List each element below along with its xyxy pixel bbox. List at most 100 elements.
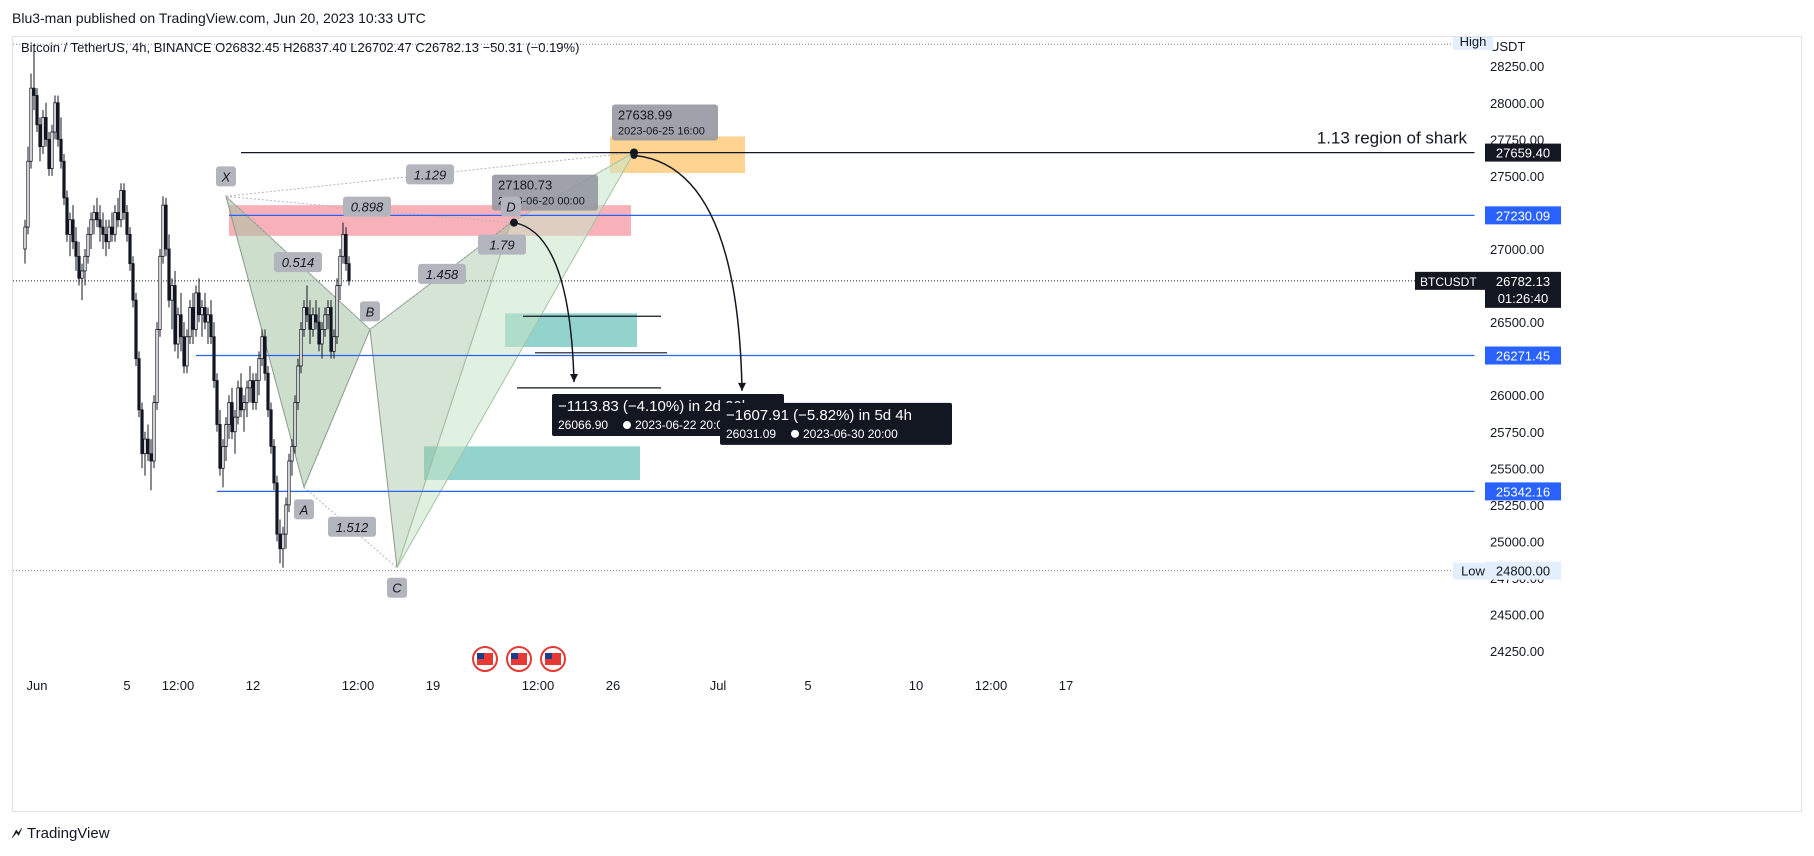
projection-arrow (513, 221, 575, 383)
candle (347, 256, 351, 286)
price-axis-label-bg (1485, 482, 1561, 501)
candle-body (206, 314, 210, 323)
candle-body (86, 233, 90, 257)
candle-body (203, 307, 207, 323)
candle (113, 205, 117, 242)
price-axis-label: 25342.16 (1485, 482, 1561, 501)
candle (119, 183, 123, 228)
x-tick-label: 19 (426, 678, 440, 693)
candle-body (191, 307, 195, 330)
candle-body (116, 212, 120, 221)
candle-body (260, 336, 264, 360)
candle (245, 380, 249, 418)
harmonic-pattern-layer (225, 151, 636, 569)
candle (134, 292, 138, 366)
ratio-label: 0.898 (343, 196, 391, 217)
candle-body (119, 190, 123, 221)
x-tick-label: 12:00 (522, 678, 555, 693)
candle (26, 146, 30, 235)
symbol-legend: Bitcoin / TetherUS, 4h, BINANCE O26832.4… (21, 40, 579, 55)
y-tick-label: 26500.00 (1490, 315, 1544, 330)
candle-body (338, 255, 342, 286)
candle (302, 300, 306, 337)
x-tick-label: 12 (246, 678, 260, 693)
candle (260, 329, 264, 366)
candle-body (233, 416, 237, 433)
candle (176, 307, 180, 359)
candle (323, 307, 327, 337)
candle (251, 373, 255, 410)
chart-frame[interactable]: −1113.83 (−4.10%) in 2d 20h 26066.90 2023-… (12, 36, 1802, 812)
ratio-label: 1.458 (418, 263, 466, 284)
footer-brand: TradingView (27, 825, 110, 842)
candle (122, 183, 126, 220)
candle-body (83, 255, 87, 272)
candle (68, 212, 72, 257)
candle (224, 417, 228, 461)
candle (185, 329, 189, 374)
tradingview-logo[interactable]: 🗲 TradingView (12, 825, 110, 842)
candle (80, 263, 84, 301)
y-tick-label: 25500.00 (1490, 461, 1544, 476)
price-chart[interactable]: −1113.83 (−4.10%) in 2d 20h 26066.90 2023-… (13, 37, 1801, 811)
callout-dot (630, 148, 638, 157)
x-tick-label: 26 (606, 678, 620, 693)
candle (158, 249, 162, 337)
candle-body (269, 409, 273, 447)
candle-body (131, 263, 135, 301)
candle (137, 351, 141, 418)
candle (107, 219, 111, 249)
candle (332, 329, 336, 359)
x-tick-label: Jun (27, 678, 48, 693)
candle-body (320, 329, 324, 345)
price-axis-label-bg (1485, 346, 1561, 365)
candle (233, 409, 237, 454)
y-tick-label: 27000.00 (1490, 242, 1544, 257)
candle-body (158, 255, 162, 330)
candle-body (122, 190, 126, 213)
point-label-bg (294, 499, 314, 520)
price-axis-label-bg (1485, 561, 1561, 580)
callout-date: 2023-06-25 16:00 (618, 126, 705, 138)
candle (41, 110, 45, 154)
candle-body (290, 445, 294, 462)
candle (23, 219, 27, 264)
candle (242, 395, 246, 432)
us-event-flag-icon[interactable] (506, 646, 532, 672)
candle-body (104, 233, 108, 243)
y-tick-label: 25000.00 (1490, 534, 1544, 549)
candle (173, 270, 177, 352)
candle-body (98, 219, 102, 228)
candle-body (32, 87, 36, 96)
candle (59, 117, 63, 169)
candle (344, 227, 348, 271)
candle (47, 132, 51, 176)
price-axis-label-text: 27230.09 (1496, 208, 1550, 223)
callout-bg (612, 104, 718, 141)
candle (128, 227, 132, 271)
candle-body (227, 402, 231, 425)
candle-body (173, 285, 177, 345)
candle (65, 190, 69, 242)
candle-body (95, 212, 99, 221)
candle-body (107, 226, 111, 243)
x-tick-label: 5 (123, 678, 130, 693)
last-price-value: 26782.13 (1496, 274, 1550, 289)
ratio-label: 0.514 (274, 252, 322, 273)
us-event-flag-icon[interactable] (540, 646, 566, 672)
hl-label-text: High (1460, 37, 1487, 49)
flag-canton (511, 653, 518, 659)
us-event-flag-icon[interactable] (472, 646, 498, 672)
projection-arrowhead (570, 374, 578, 383)
candle (170, 278, 174, 330)
candle-body (44, 117, 48, 140)
last-price-bg (1485, 271, 1561, 308)
candle (89, 212, 93, 249)
candle (179, 292, 183, 352)
candle-body (89, 219, 93, 235)
candle-body (326, 307, 330, 316)
ratio-label-bg (418, 263, 466, 284)
candle-body (329, 307, 333, 352)
candle-body (71, 219, 75, 243)
